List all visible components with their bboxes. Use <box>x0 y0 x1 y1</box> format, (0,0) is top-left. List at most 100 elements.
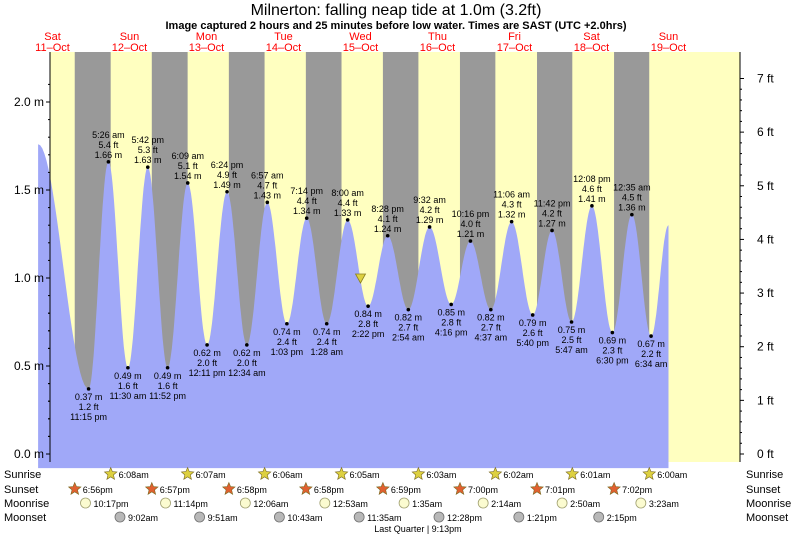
day-date: 16–Oct <box>420 42 455 54</box>
tide-height-m: 0.74 m <box>313 327 341 337</box>
tide-height-m: 1.54 m <box>174 171 202 181</box>
tide-height-m: 1.49 m <box>213 180 241 190</box>
tide-height-m: 0.69 m <box>599 336 627 346</box>
low-tide-point <box>205 343 209 347</box>
moonrise-icon <box>319 497 331 509</box>
low-tide-point <box>406 307 411 312</box>
moonset-icon <box>194 511 206 523</box>
tide-height-ft: 4.7 ft <box>257 180 278 190</box>
moonrise-icon <box>477 497 489 509</box>
sunset-icon <box>298 481 313 495</box>
sunrise-time: 6:07am <box>196 470 226 480</box>
sunrise-label-right: Sunrise <box>746 469 783 481</box>
tide-time: 7:14 pm <box>290 186 323 196</box>
tide-height-m: 0.82 m <box>395 313 423 323</box>
tide-height-m: 1.43 m <box>254 190 282 200</box>
moonset-icon <box>273 511 285 523</box>
moonrise-time: 12:53am <box>333 499 368 509</box>
moonset-icon <box>433 511 445 523</box>
tide-height-ft: 2.7 ft <box>481 323 502 333</box>
low-tide-point <box>489 307 493 312</box>
day-date: 14–Oct <box>266 42 301 54</box>
tide-height-ft: 2.7 ft <box>398 323 419 333</box>
right-axis-label: 3 ft <box>757 286 774 300</box>
high-tide-point <box>630 212 634 217</box>
tide-time: 6:57 am <box>251 170 284 180</box>
tide-height-ft: 4.1 ft <box>378 214 399 224</box>
tide-time: 11:15 pm <box>70 412 107 422</box>
sunset-time: 6:58pm <box>237 485 267 495</box>
low-tide-point <box>366 304 370 308</box>
left-axis-label: 1.5 m <box>14 183 44 197</box>
tide-height-m: 0.85 m <box>437 307 465 317</box>
tide-time: 5:26 am <box>92 130 125 140</box>
moonset-icon <box>353 511 365 523</box>
tide-height-ft: 2.2 ft <box>641 349 662 359</box>
current-level-triangle <box>354 273 367 284</box>
sunrise-time: 6:05am <box>350 470 380 480</box>
right-axis-label: 1 ft <box>757 393 774 407</box>
sunrise-icon <box>103 466 118 480</box>
moonrise-time: 2:14am <box>491 499 521 509</box>
high-tide-point <box>225 189 229 194</box>
sunrise-label-left: Sunrise <box>4 469 41 481</box>
sunrise-time: 6:01am <box>580 470 610 480</box>
tide-height-ft: 4.3 ft <box>502 200 523 210</box>
tide-time: 8:28 pm <box>371 204 404 214</box>
low-tide-point <box>649 334 653 338</box>
day-date: 18–Oct <box>574 42 609 54</box>
tide-height-m: 0.74 m <box>273 327 301 337</box>
sunset-icon <box>607 481 621 495</box>
day-name: Sat <box>583 31 600 43</box>
almanac: Sunrise Sunset Moonrise Moonset Sunrise … <box>4 466 791 534</box>
right-axis-label: 4 ft <box>757 232 774 246</box>
moonset-time: 2:15pm <box>607 513 637 523</box>
tide-height-m: 0.49 m <box>114 371 142 381</box>
tide-time: 12:08 pm <box>573 174 611 184</box>
tide-height-ft: 4.2 ft <box>542 208 563 218</box>
high-tide-point <box>304 216 309 220</box>
sunset-icon <box>453 481 467 495</box>
tide-height-m: 0.62 m <box>193 348 221 358</box>
low-tide-point <box>126 365 130 370</box>
left-axis-label: 0.0 m <box>14 447 44 461</box>
high-tide-point <box>185 181 190 185</box>
moonrise-icon <box>556 497 568 509</box>
low-tide-point <box>86 387 91 391</box>
left-axis-label: 2.0 m <box>14 95 44 109</box>
tide-time: 9:32 am <box>413 195 446 205</box>
tide-time: 5:42 pm <box>132 135 165 145</box>
tide-time: 5:40 pm <box>516 338 549 348</box>
tide-height-ft: 4.4 ft <box>297 196 318 206</box>
tide-time: 6:34 am <box>635 359 668 369</box>
high-tide-point <box>345 218 350 222</box>
tide-height-ft: 4.0 ft <box>460 219 481 229</box>
low-tide-point <box>285 321 289 326</box>
tide-height-ft: 2.8 ft <box>358 319 379 329</box>
high-tide-point <box>385 233 390 238</box>
tide-height-m: 1.27 m <box>538 218 566 228</box>
tide-height-m: 1.21 m <box>457 229 485 239</box>
chart-subtitle: Image captured 2 hours and 25 minutes be… <box>165 20 626 32</box>
day-date: 13–Oct <box>189 42 224 54</box>
tide-time: 6:24 pm <box>211 160 244 170</box>
sunset-icon <box>144 481 159 495</box>
current-level-marker <box>354 273 367 284</box>
tide-height-m: 0.75 m <box>558 325 586 335</box>
moonrise-time: 3:23am <box>649 499 679 509</box>
tide-time: 6:09 am <box>171 151 204 161</box>
day-date: 11–Oct <box>35 42 70 54</box>
moonrise-icon <box>398 497 410 509</box>
day-date: 17–Oct <box>497 42 532 54</box>
right-axis-label: 7 ft <box>757 71 774 85</box>
tide-time: 5:47 am <box>555 345 588 355</box>
sunset-time: 7:01pm <box>545 485 575 495</box>
tide-height-ft: 5.3 ft <box>138 145 159 155</box>
sunrise-icon <box>411 466 426 480</box>
tide-height-ft: 1.6 ft <box>118 381 139 391</box>
right-axis-label: 6 ft <box>757 125 774 139</box>
sunset-icon <box>67 481 82 495</box>
right-axis-label: 5 ft <box>757 179 774 193</box>
sunrise-time: 6:08am <box>119 470 149 480</box>
